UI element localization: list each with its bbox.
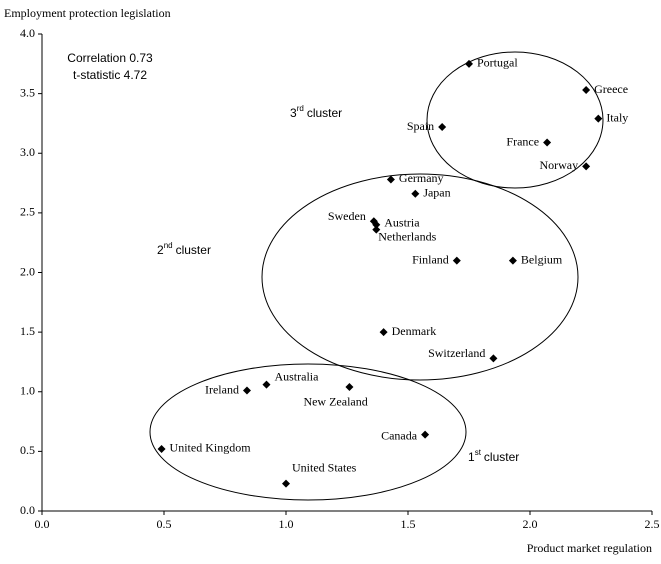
point [386, 175, 395, 184]
point [421, 430, 430, 439]
cluster-ordinal: nd [164, 241, 173, 250]
point-label: Greece [594, 82, 628, 96]
y-tick-label: 0.0 [20, 503, 35, 517]
point [452, 256, 461, 265]
point [242, 386, 251, 395]
cluster-word: cluster [484, 450, 519, 464]
point-label: Norway [539, 158, 578, 172]
annotation: t-statistic 4.72 [73, 68, 147, 82]
cluster-label: 2nd cluster [157, 241, 211, 257]
point-label: Switzerland [428, 346, 485, 360]
point [372, 225, 381, 234]
point-label: Denmark [392, 324, 437, 338]
point-label: Portugal [477, 56, 518, 70]
y-tick-label: 1.0 [20, 384, 35, 398]
x-tick-label: 0.0 [35, 517, 50, 531]
point-label: Canada [381, 428, 418, 442]
point [594, 114, 603, 123]
point-label: Sweden [328, 209, 366, 223]
point [489, 354, 498, 363]
point-label: Italy [606, 110, 628, 124]
y-axis-title: Employment protection legislation [4, 6, 171, 20]
point [345, 382, 354, 391]
cluster-ordinal: st [475, 448, 482, 457]
point [543, 138, 552, 147]
cluster-label: 3rd cluster [290, 104, 342, 120]
x-tick-label: 0.5 [157, 517, 172, 531]
cluster-label: 1st cluster [468, 448, 519, 464]
cluster-word: cluster [307, 106, 342, 120]
x-tick-label: 2.5 [645, 517, 660, 531]
point-label: New Zealand [303, 395, 367, 409]
point-label: United Kingdom [170, 441, 252, 455]
y-tick-label: 2.5 [20, 205, 35, 219]
x-axis-title: Product market regulation [527, 541, 652, 555]
point [372, 220, 381, 229]
point [465, 59, 473, 68]
x-tick-label: 1.5 [401, 517, 416, 531]
y-tick-label: 4.0 [20, 26, 35, 40]
y-tick-label: 3.5 [20, 85, 35, 99]
point-label: Australia [274, 369, 319, 383]
point [282, 479, 290, 488]
cluster-word: cluster [176, 243, 211, 257]
point [582, 86, 591, 95]
point [411, 189, 420, 198]
point [582, 162, 591, 171]
point-label: Japan [423, 186, 450, 200]
y-tick-label: 0.5 [20, 443, 35, 457]
cluster-ellipse [261, 173, 579, 381]
point-label: Germany [399, 171, 444, 185]
point-label: Ireland [205, 382, 239, 396]
point-label: Netherlands [378, 229, 436, 243]
point [508, 256, 517, 265]
point-label: Austria [384, 216, 420, 230]
point-label: Spain [407, 119, 434, 133]
y-tick-label: 2.0 [20, 264, 35, 278]
cluster-number: 1 [468, 450, 475, 464]
cluster-ellipse [149, 363, 467, 501]
x-tick-label: 2.0 [523, 517, 538, 531]
point-label: Finland [412, 252, 449, 266]
y-tick-label: 1.5 [20, 324, 35, 338]
point-label: Belgium [521, 252, 563, 266]
point-label: France [506, 134, 539, 148]
annotation: Correlation 0.73 [67, 51, 153, 65]
point [438, 123, 447, 132]
cluster-number: 2 [157, 243, 164, 257]
point [157, 444, 166, 453]
cluster-ordinal: rd [297, 104, 304, 113]
point-label: United States [292, 460, 357, 474]
cluster-ellipse [426, 51, 604, 189]
point [379, 328, 388, 337]
cluster-number: 3 [290, 106, 297, 120]
point [262, 380, 271, 389]
y-tick-label: 3.0 [20, 145, 35, 159]
x-tick-label: 1.0 [279, 517, 294, 531]
